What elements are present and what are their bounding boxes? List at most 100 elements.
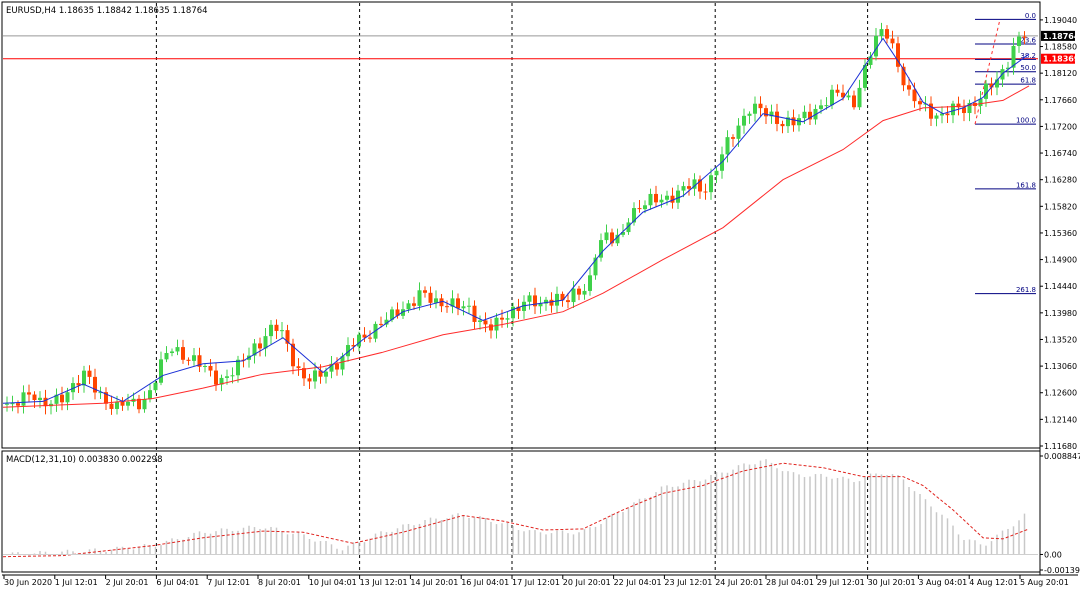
candle-body xyxy=(786,117,790,127)
candle-body xyxy=(764,108,768,117)
candle-body xyxy=(797,118,801,126)
candle-body xyxy=(527,295,532,302)
candle-body xyxy=(731,137,735,139)
price-axis-tick-label: 1.14900 xyxy=(1044,256,1077,265)
price-axis-tick-label: 1.15820 xyxy=(1044,202,1077,211)
candle-body xyxy=(82,370,86,386)
candle-body xyxy=(808,111,812,120)
macd-histogram xyxy=(6,459,1026,556)
candle-body xyxy=(610,232,614,244)
candle-body xyxy=(313,370,317,382)
fib-level-label: 261.8 xyxy=(1016,286,1036,294)
candle-body xyxy=(225,376,229,378)
candle-body xyxy=(621,232,625,235)
candle-body xyxy=(747,113,752,116)
main-pane-frame xyxy=(1,1,1041,449)
candle-body xyxy=(890,38,895,44)
ma-fast-line xyxy=(2,37,1030,404)
candle-body xyxy=(340,356,345,370)
macd-axis-tick-label: 0.008847 xyxy=(1044,452,1080,461)
candle-body xyxy=(483,320,488,325)
price-axis-tick-label: 1.12600 xyxy=(1044,389,1077,398)
candle-body xyxy=(236,359,240,376)
candle-body xyxy=(824,105,829,107)
fib-level-label: 61.8 xyxy=(1020,77,1036,85)
candle-body xyxy=(60,394,64,403)
time-axis-tick-label: 16 Jul 04:01 xyxy=(461,578,509,587)
price-axis-tick-label: 1.18580 xyxy=(1044,43,1077,52)
candle-body xyxy=(406,303,411,310)
candle-body xyxy=(65,392,70,403)
candle-body xyxy=(43,397,48,407)
candle-body xyxy=(709,175,713,193)
candle-body xyxy=(170,351,174,354)
candle-body xyxy=(351,345,356,347)
candle-body xyxy=(219,377,224,385)
candle-body xyxy=(670,195,675,203)
candle-body xyxy=(676,190,680,203)
candle-body xyxy=(208,365,213,371)
candle-body xyxy=(54,394,59,404)
candle-body xyxy=(874,36,878,57)
candle-body xyxy=(692,179,697,189)
candle-body xyxy=(5,403,9,405)
candle-body xyxy=(769,111,774,117)
candle-body xyxy=(566,300,570,303)
candle-body xyxy=(648,193,653,206)
candle-body xyxy=(775,111,779,124)
time-axis-tick-label: 20 Jul 20:01 xyxy=(563,578,611,587)
candle-body xyxy=(252,343,257,356)
time-axis-tick-label: 30 Jun 2020 xyxy=(4,578,52,587)
candle-body xyxy=(175,347,180,352)
candle-body xyxy=(27,392,31,395)
candle-body xyxy=(835,89,840,93)
time-axis-tick-label: 24 Jul 20:01 xyxy=(715,578,763,587)
time-axis-tick-label: 13 Jul 12:01 xyxy=(360,578,408,587)
candle-body xyxy=(280,330,284,332)
candle-body xyxy=(940,113,944,116)
time-axis-tick-label: 23 Jul 12:01 xyxy=(664,578,712,587)
candle-body xyxy=(472,305,477,322)
candle-body xyxy=(989,83,994,88)
price-axis-tick-label: 1.17200 xyxy=(1044,122,1077,131)
candle-body xyxy=(659,199,664,203)
candle-body xyxy=(654,193,658,203)
candle-body xyxy=(456,298,460,309)
candle-body xyxy=(32,394,37,401)
candle-body xyxy=(500,317,504,320)
price-axis-tick-label: 1.16740 xyxy=(1044,149,1077,158)
candle-body xyxy=(324,371,328,377)
price-axis-tick-label: 1.18120 xyxy=(1044,69,1077,78)
time-axis-tick-label: 30 Jul 20:01 xyxy=(868,578,916,587)
candle-body xyxy=(335,363,339,370)
candle-body xyxy=(582,290,587,295)
candle-body xyxy=(489,324,493,331)
candle-body xyxy=(549,299,554,306)
candle-body xyxy=(945,113,950,116)
candle-body xyxy=(956,103,961,108)
candle-body xyxy=(21,392,26,406)
candle-body xyxy=(181,347,185,360)
time-axis-tick-label: 7 Jul 12:01 xyxy=(207,578,250,587)
candle-body xyxy=(302,368,306,379)
candle-body xyxy=(153,382,158,391)
candle-body xyxy=(643,205,647,210)
time-axis-tick-label: 5 Aug 20:01 xyxy=(1020,578,1069,587)
time-axis-tick-label: 10 Jul 04:01 xyxy=(309,578,357,587)
fibonacci-retracement[interactable]: 0.0 23.6 38.2 50.0 61.8 100.0 161.8 261.8 xyxy=(974,12,1037,295)
candle-body xyxy=(445,306,449,308)
candle-body xyxy=(758,103,763,109)
candle-body xyxy=(698,179,702,192)
candle-body xyxy=(428,292,433,303)
macd-info: MACD(12,31,10) 0.003830 0.002298 xyxy=(6,455,162,465)
candle-body xyxy=(186,359,191,361)
candle-body xyxy=(329,363,334,372)
candle-body xyxy=(395,309,400,316)
candle-body xyxy=(912,89,917,102)
candle-body xyxy=(571,288,576,303)
candle-body xyxy=(1022,36,1027,38)
price-axis-tick-label: 1.13060 xyxy=(1044,362,1077,371)
candle-body xyxy=(109,403,114,409)
candle-body xyxy=(214,370,218,385)
